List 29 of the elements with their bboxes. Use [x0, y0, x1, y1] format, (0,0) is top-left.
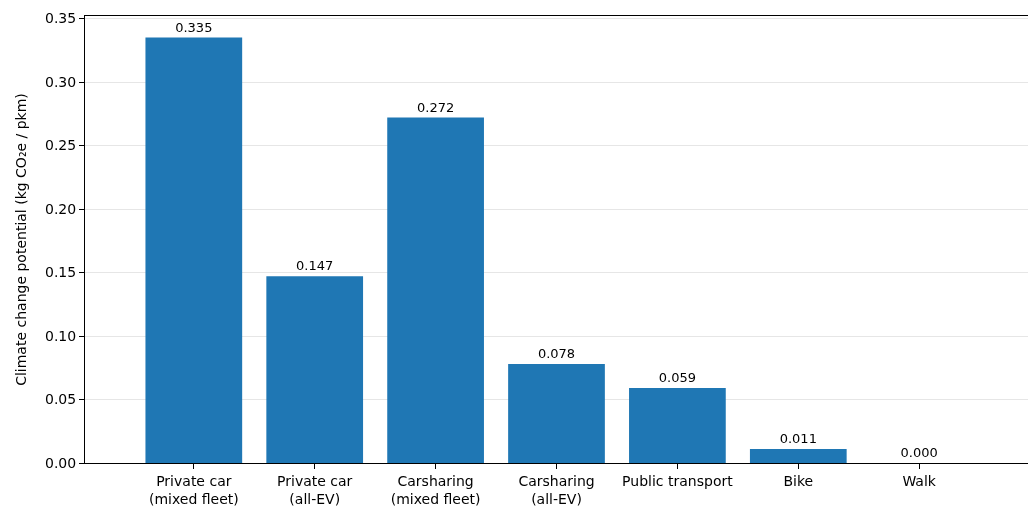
data-label: 0.011	[779, 431, 817, 447]
y-tick-label: 0.20	[45, 200, 77, 217]
x-tick-label: Public transport	[622, 472, 734, 489]
data-label: 0.000	[900, 445, 938, 460]
data-label: 0.078	[537, 345, 576, 361]
y-tick-label: 0.30	[45, 73, 77, 90]
bar	[508, 363, 605, 463]
bar	[749, 449, 847, 463]
x-tick-label: Private car (all-EV)	[277, 472, 353, 507]
y-tick-label: 0.35	[45, 10, 77, 27]
x-tick-label: Bike	[783, 472, 814, 489]
data-label: 0.147	[296, 258, 334, 274]
y-axis-title: Climate change potential (kg CO₂e / pkm)	[12, 93, 29, 386]
y-tick-label: 0.00	[45, 454, 77, 471]
y-tick-label: 0.05	[45, 391, 77, 408]
y-tick-label: 0.10	[45, 327, 77, 344]
data-label: 0.335	[175, 19, 213, 35]
bar	[266, 276, 364, 463]
x-tick-label: Private car (mixed fleet)	[148, 472, 239, 507]
y-tick-label: 0.25	[45, 137, 77, 154]
bar	[387, 117, 484, 463]
data-label: 0.059	[658, 370, 697, 386]
x-tick-label: Carsharing (all-EV)	[518, 472, 595, 507]
bar	[629, 388, 726, 463]
data-label: 0.272	[416, 99, 455, 115]
x-tick-label: Walk	[902, 472, 937, 489]
x-tick-label: Carsharing (mixed fleet)	[390, 472, 481, 507]
y-tick-label: 0.15	[45, 264, 77, 281]
bar	[145, 37, 243, 463]
